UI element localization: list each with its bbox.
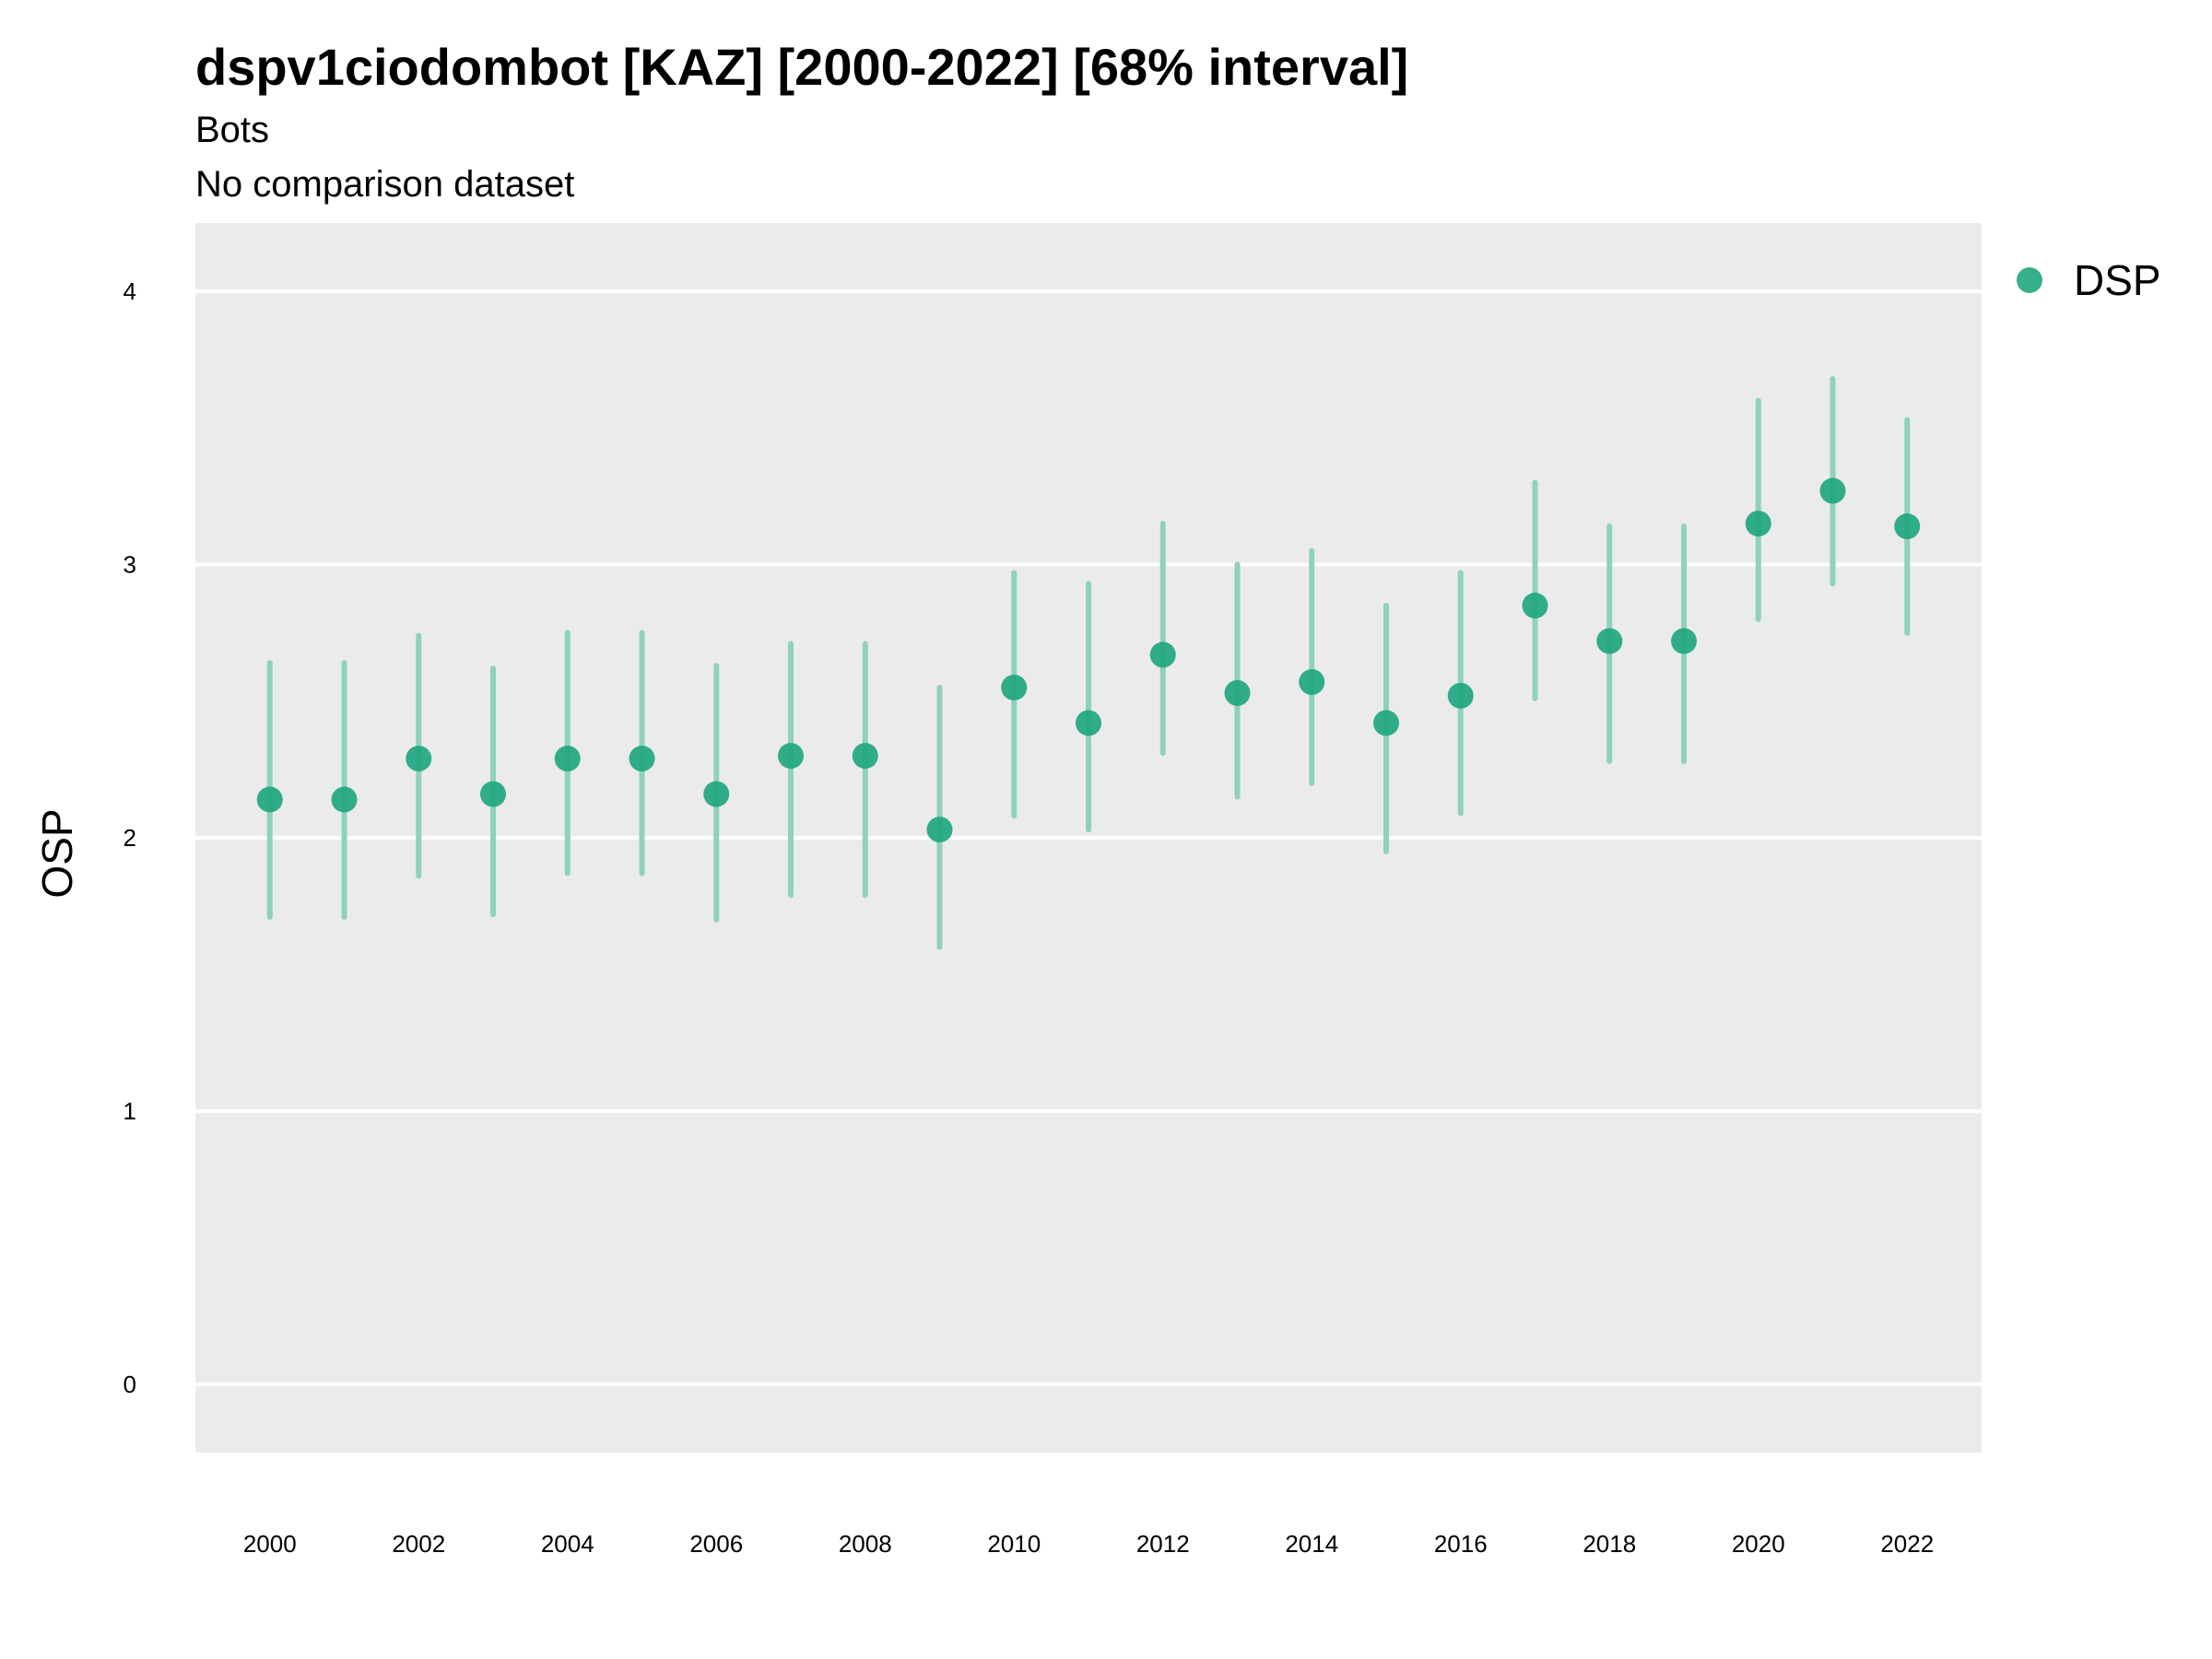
x-tick-label: 2012 (1136, 1530, 1190, 1558)
x-tick-label: 2004 (541, 1530, 594, 1558)
legend: DSP (2017, 256, 2161, 304)
x-tick-label: 2000 (243, 1530, 297, 1558)
data-point (1596, 628, 1623, 654)
chart-subtitle: Bots (195, 110, 269, 150)
data-point (629, 746, 655, 772)
data-point (1894, 513, 1921, 540)
x-tick-label: 2020 (1732, 1530, 1785, 1558)
data-point (1149, 641, 1176, 668)
data-point (1819, 477, 1846, 504)
x-tick-label: 2002 (392, 1530, 445, 1558)
y-tick-label: 0 (124, 1371, 136, 1398)
x-tick-label: 2014 (1285, 1530, 1338, 1558)
data-points (256, 477, 1921, 843)
y-tick-label: 4 (124, 277, 136, 305)
data-point (1522, 593, 1548, 619)
y-tick-label: 1 (124, 1097, 136, 1124)
y-axis-title: OSP (33, 808, 81, 898)
data-point (703, 781, 730, 807)
y-tick-label: 3 (124, 551, 136, 579)
data-point (256, 786, 283, 813)
x-tick-label: 2008 (839, 1530, 892, 1558)
x-tick-label: 2022 (1880, 1530, 1934, 1558)
data-point (331, 786, 358, 813)
data-point (480, 781, 506, 807)
data-point (1224, 679, 1251, 706)
data-point (778, 743, 804, 770)
x-tick-labels: 2000 2002 2004 2006 2008 2010 2012 2014 2016 2018… (243, 1530, 1934, 1558)
x-tick-label: 2006 (689, 1530, 743, 1558)
data-point (1745, 511, 1771, 537)
data-point (406, 746, 432, 772)
x-tick-label: 2018 (1583, 1530, 1636, 1558)
data-point (1373, 710, 1399, 736)
data-point (1076, 710, 1101, 736)
data-point (1299, 669, 1325, 696)
legend-label-dsp: DSP (2074, 256, 2161, 304)
y-tick-label: 2 (124, 824, 136, 852)
data-point (1001, 674, 1028, 700)
data-point (554, 746, 581, 772)
y-tick-labels: 0 1 2 3 4 (124, 277, 136, 1398)
x-tick-label: 2010 (987, 1530, 1041, 1558)
data-point (926, 817, 953, 843)
legend-marker-dsp (2017, 267, 2042, 293)
data-point (1671, 628, 1697, 654)
data-point (852, 743, 878, 770)
data-point (1447, 682, 1474, 709)
chart-title: dspv1ciodombot [KAZ] [2000-2022] [68% in… (195, 38, 1408, 96)
chart-caption: No comparison dataset (195, 164, 574, 205)
x-tick-label: 2016 (1434, 1530, 1488, 1558)
